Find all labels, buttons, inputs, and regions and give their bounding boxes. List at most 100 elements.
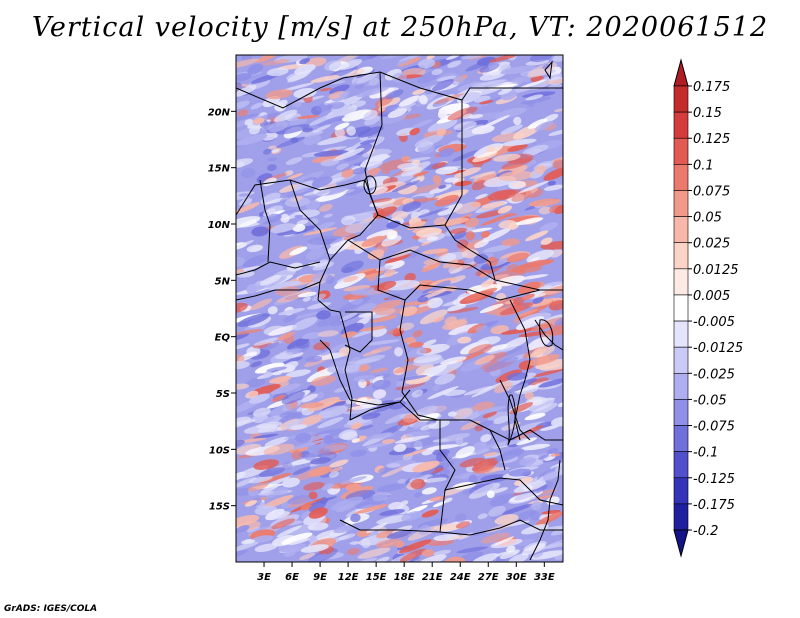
field-patch	[418, 524, 431, 536]
field-patch	[292, 439, 324, 450]
field-patch	[396, 58, 412, 66]
field-patch	[357, 126, 384, 138]
field-patch	[488, 505, 506, 517]
field-patch	[388, 399, 406, 410]
field-patch	[252, 407, 271, 418]
field-patch	[399, 548, 427, 562]
map-frame	[235, 54, 564, 563]
field-patch	[312, 124, 331, 133]
field-patch	[513, 480, 547, 493]
colorbar-segment	[673, 58, 689, 87]
field-patch	[317, 330, 339, 337]
colorbar-label: 0.025	[693, 237, 730, 252]
field-patch	[480, 231, 491, 238]
field-patch	[538, 206, 552, 215]
colorbar-segment	[673, 529, 689, 558]
field-patch	[412, 88, 426, 95]
field-patch	[279, 411, 298, 419]
field-patch	[529, 55, 553, 63]
field-patch	[266, 366, 287, 372]
field-patch	[293, 88, 317, 99]
field-patch	[262, 494, 294, 509]
colorbar-segment	[673, 451, 689, 479]
field-patch	[343, 234, 358, 241]
field-patch	[308, 507, 328, 519]
field-patch	[526, 98, 535, 108]
field-patch	[524, 230, 549, 242]
field-patch	[347, 69, 365, 78]
field-patch	[468, 227, 493, 233]
field-patch	[265, 511, 290, 521]
field-patch	[477, 513, 488, 520]
field-patch	[468, 343, 493, 356]
colorbar-segment	[673, 346, 689, 374]
field-patch	[380, 55, 410, 60]
field-patch	[465, 287, 498, 301]
field-patch	[486, 256, 499, 267]
field-patch	[490, 487, 509, 494]
field-patch	[252, 535, 274, 543]
field-patch	[247, 483, 269, 492]
field-patch	[271, 148, 280, 153]
field-patch	[381, 466, 407, 478]
field-patch	[528, 354, 560, 366]
field-patch	[309, 218, 319, 225]
field-patch	[268, 145, 277, 150]
field-patch	[236, 333, 250, 342]
field-patch	[299, 552, 316, 561]
field-patch	[376, 265, 393, 272]
field-patch	[305, 248, 325, 261]
field-patch	[472, 441, 487, 452]
field-patch	[506, 252, 530, 263]
field-patch	[409, 127, 420, 136]
colorbar-segment	[673, 372, 689, 400]
field-patch	[293, 311, 319, 320]
field-patch	[516, 265, 526, 274]
field-patch	[549, 300, 563, 311]
field-patch	[415, 554, 447, 562]
field-patch	[242, 254, 269, 268]
field-patch	[343, 275, 359, 283]
field-patch	[306, 302, 332, 310]
field-patch	[545, 78, 563, 84]
lat-tick-label: 20N	[208, 107, 231, 118]
field-patch	[258, 472, 292, 484]
field-patch	[436, 75, 457, 82]
colorbar-segment	[673, 268, 689, 296]
field-patch	[521, 543, 546, 556]
field-patch	[261, 59, 291, 66]
field-patch	[263, 148, 272, 155]
field-patch	[359, 139, 377, 145]
field-patch	[263, 370, 272, 378]
field-patch	[264, 436, 289, 447]
field-patch	[341, 431, 358, 441]
field-patch	[480, 227, 511, 243]
field-patch	[244, 118, 254, 126]
field-patch	[468, 482, 501, 499]
field-patch	[260, 476, 291, 489]
field-patch	[479, 303, 504, 314]
field-patch	[508, 492, 539, 504]
field-patch	[256, 55, 281, 63]
field-patch	[360, 55, 370, 61]
field-patch	[287, 495, 311, 505]
field-patch	[328, 90, 345, 99]
field-patch	[371, 315, 398, 323]
field-patch	[236, 257, 246, 267]
field-patch	[421, 509, 439, 518]
field-patch	[310, 457, 331, 465]
field-patch	[410, 478, 426, 490]
field-patch	[300, 402, 324, 409]
field-patch	[455, 521, 471, 529]
field-patch	[533, 552, 543, 558]
field-patch	[264, 341, 280, 351]
field-patch	[316, 310, 331, 320]
field-patch	[445, 55, 460, 60]
colorbar-label: -0.075	[693, 420, 735, 435]
field-patch	[349, 449, 368, 457]
field-patch	[247, 526, 261, 533]
field-patch	[499, 549, 520, 560]
field-patch	[394, 347, 403, 357]
field-patch	[327, 240, 351, 254]
